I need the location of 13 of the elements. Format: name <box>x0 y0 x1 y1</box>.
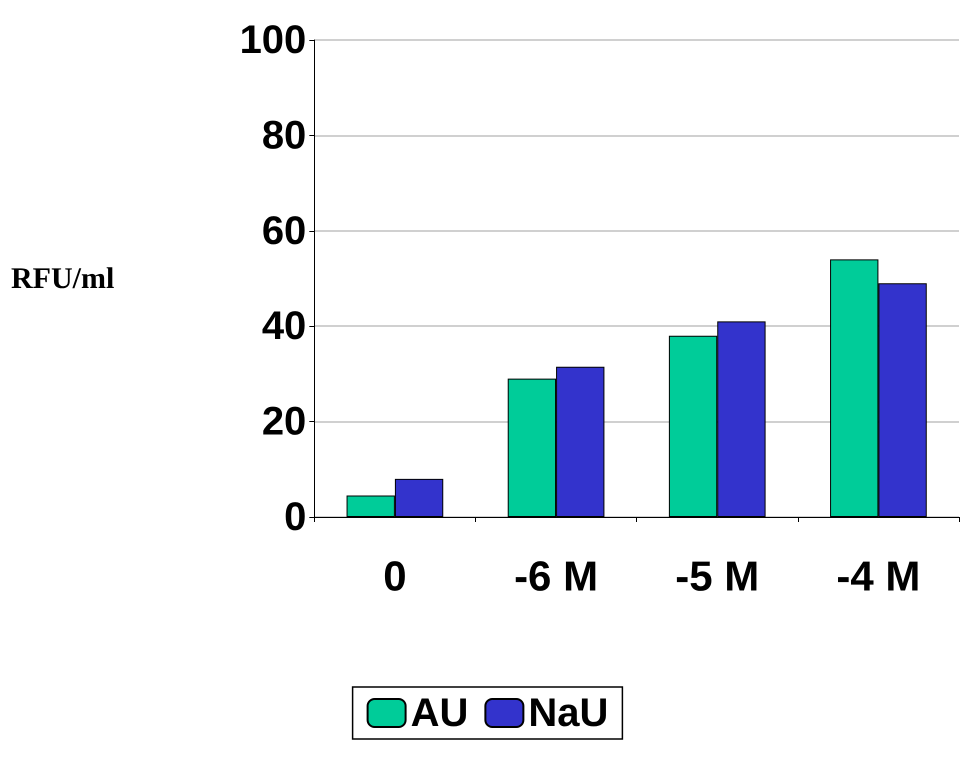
y-tick-label: 80 <box>262 113 306 158</box>
y-tick-label: 40 <box>262 304 306 348</box>
x-tick-label: 0 <box>383 552 407 600</box>
y-axis-title: RFU/ml <box>10 262 114 295</box>
y-tick-label: 60 <box>262 208 306 253</box>
legend-label: NaU <box>528 691 608 735</box>
y-tick-label: 100 <box>240 18 306 62</box>
y-tick-label: 20 <box>262 400 306 444</box>
x-tick-label: -5 M <box>675 552 760 600</box>
x-tick-label: -6 M <box>514 552 598 600</box>
legend-label: AU <box>410 691 468 735</box>
x-tick-label: -4 M <box>836 552 920 600</box>
y-tick-label: 0 <box>284 495 306 539</box>
